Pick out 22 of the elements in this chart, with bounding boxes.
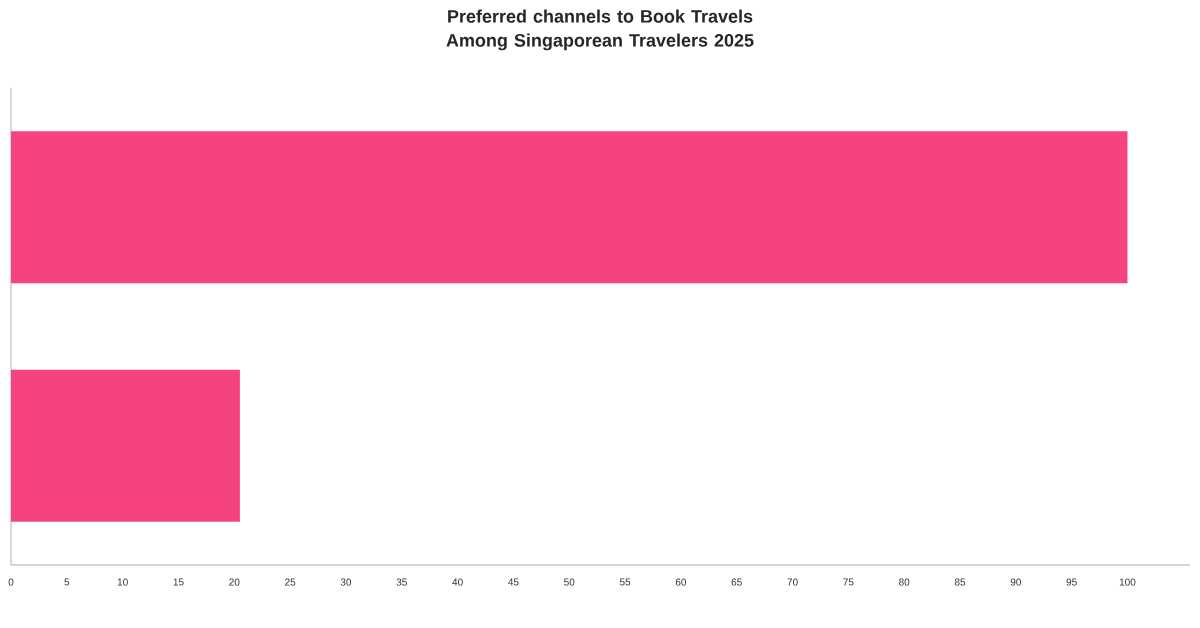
x-tick-label: 45 bbox=[508, 578, 519, 586]
x-tick-label: 10 bbox=[117, 578, 128, 586]
x-tick-label: 5 bbox=[64, 578, 70, 586]
x-tick-label: 20 bbox=[229, 578, 240, 586]
x-tick-label: 0 bbox=[8, 578, 14, 586]
x-tick-label: 90 bbox=[1010, 578, 1021, 586]
x-tick-label: 95 bbox=[1066, 578, 1077, 586]
x-tick-label: 65 bbox=[731, 578, 742, 586]
x-tick-label: 80 bbox=[899, 578, 910, 586]
x-tick-label: 35 bbox=[396, 578, 407, 586]
x-tick-label: 40 bbox=[452, 578, 463, 586]
x-tick-label: 85 bbox=[954, 578, 966, 586]
x-tick-label: 70 bbox=[787, 578, 798, 586]
chart-title: Preferred channels to Book Travels Among Singaporean Travelers 2025 bbox=[446, 9, 754, 51]
x-tick-label: 30 bbox=[340, 578, 352, 586]
x-tick-label: 50 bbox=[564, 578, 575, 586]
x-tick-label: 55 bbox=[619, 578, 631, 586]
x-tick-label: 25 bbox=[285, 578, 296, 586]
x-tick-label: 100 bbox=[1119, 578, 1136, 586]
x-tick-label: 75 bbox=[843, 578, 854, 586]
x-tick-label: 60 bbox=[675, 578, 687, 586]
x-tick-label: 15 bbox=[173, 578, 184, 586]
